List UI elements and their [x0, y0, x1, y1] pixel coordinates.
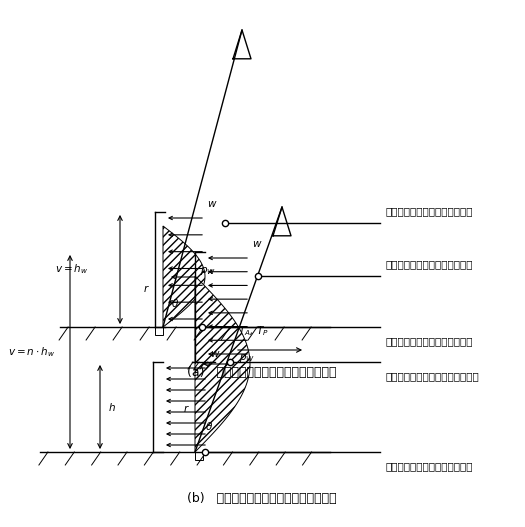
- Text: 主補強材（ジオテキスタイル）: 主補強材（ジオテキスタイル）: [385, 336, 472, 346]
- Text: $r$: $r$: [143, 284, 150, 295]
- Text: $h$: $h$: [108, 401, 116, 413]
- Bar: [155, 327, 163, 335]
- Text: (a)   主補強材間に壁面強化材がない場合: (a) 主補強材間に壁面強化材がない場合: [187, 366, 337, 378]
- Text: 主補強材（ジオテキスタイル）: 主補強材（ジオテキスタイル）: [385, 461, 472, 471]
- Text: $T_A$, $T_P$: $T_A$, $T_P$: [238, 324, 269, 338]
- Text: $r$: $r$: [183, 403, 190, 414]
- Text: $\theta$: $\theta$: [171, 297, 179, 309]
- Text: (b)   主補強材間に壁面強化材がある場合: (b) 主補強材間に壁面強化材がある場合: [187, 493, 337, 505]
- Text: 壁面強化材（ジオテキスタイル）: 壁面強化材（ジオテキスタイル）: [385, 371, 479, 381]
- Text: w: w: [252, 239, 260, 249]
- Text: w: w: [210, 349, 218, 359]
- Text: $v=n\cdot h_w$: $v=n\cdot h_w$: [8, 345, 55, 359]
- Bar: [195, 452, 203, 460]
- Text: w: w: [207, 199, 215, 209]
- Text: $\theta$: $\theta$: [205, 420, 213, 432]
- Text: $p_W$: $p_W$: [239, 352, 255, 364]
- Polygon shape: [163, 226, 205, 327]
- Text: 主補強材（ジオテキスタイル）: 主補強材（ジオテキスタイル）: [385, 206, 472, 216]
- Text: $p_W$: $p_W$: [200, 265, 216, 277]
- Text: 主補強材（ジオテキスタイル）: 主補強材（ジオテキスタイル）: [385, 259, 472, 269]
- Text: $v=h_w$: $v=h_w$: [55, 262, 88, 276]
- Polygon shape: [195, 276, 250, 452]
